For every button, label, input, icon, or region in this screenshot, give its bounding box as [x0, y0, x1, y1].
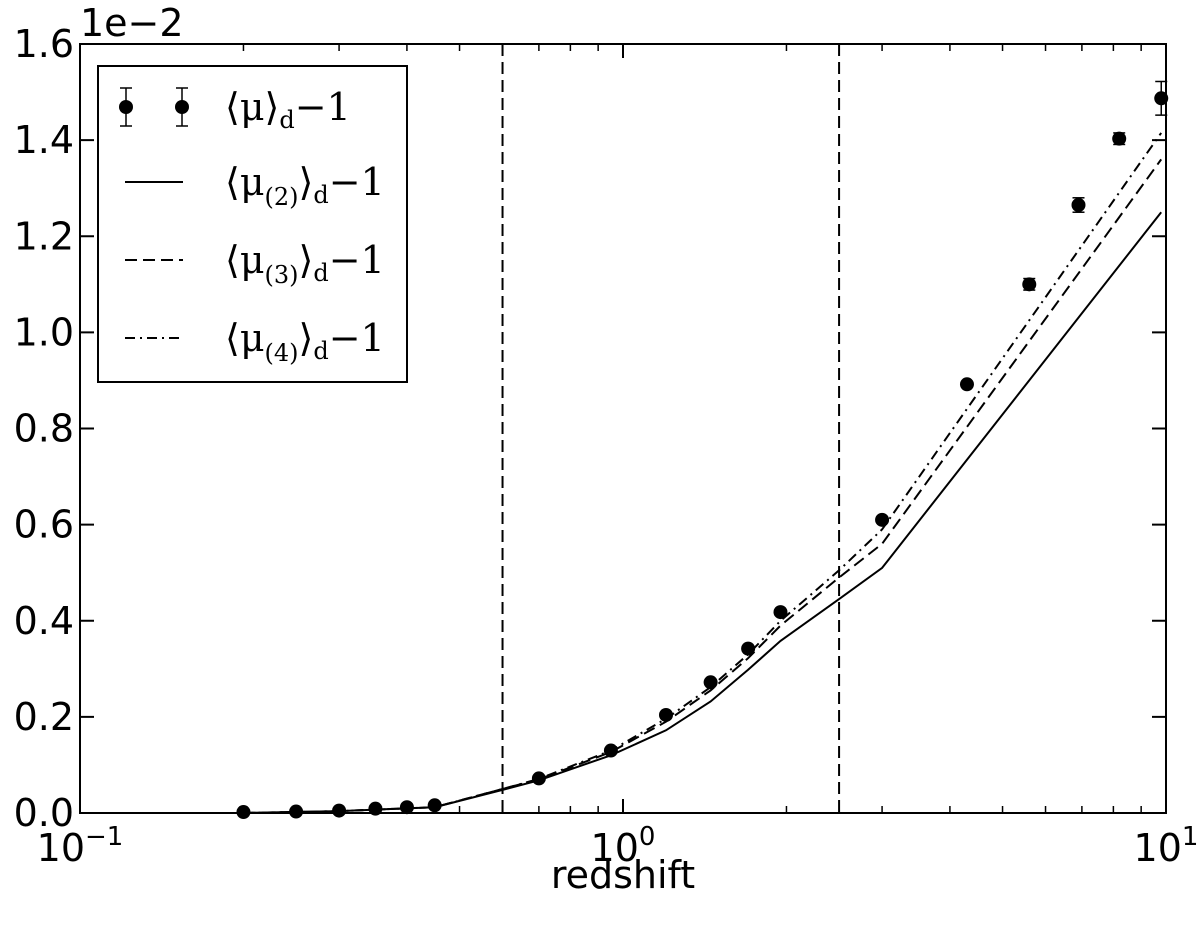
x-tick-label: 100 — [591, 822, 656, 870]
x-axis-label: redshift — [551, 853, 695, 897]
data-point — [1071, 198, 1086, 213]
legend-marker — [119, 100, 133, 114]
data-point — [773, 605, 788, 620]
y-tick-label: 0.2 — [14, 695, 74, 739]
data-point — [1112, 131, 1127, 146]
y-tick-label: 0.8 — [14, 407, 74, 451]
y-tick-label: 1.2 — [14, 214, 74, 258]
x-tick-label-text: 100 — [591, 822, 656, 870]
data-point — [368, 801, 383, 816]
data-point — [658, 707, 673, 722]
x-tick-label-text: 10−1 — [37, 822, 124, 870]
data-point — [289, 804, 304, 819]
y-tick-label: 0.4 — [14, 599, 74, 643]
data-point — [427, 798, 442, 813]
legend-label-points: ⟨μ⟩d−1 — [225, 85, 351, 134]
data-point — [741, 641, 756, 656]
legend: ⟨μ⟩d−1 ⟨μ(2)⟩d−1 ⟨μ(3)⟩d−1 ⟨μ(4)⟩d−1 — [97, 65, 408, 383]
data-point — [1154, 91, 1169, 106]
data-point — [531, 771, 546, 786]
legend-label-3: ⟨μ(3)⟩d−1 — [225, 238, 385, 289]
data-point — [236, 805, 251, 820]
x-tick-label: 10−1 — [37, 822, 124, 870]
y-tick-label: 0.6 — [14, 503, 74, 547]
x-tick-label-text: 101 — [1134, 822, 1199, 870]
data-point — [875, 512, 890, 527]
data-point — [703, 675, 718, 690]
x-tick-label: 101 — [1134, 822, 1199, 870]
y-tick-label: 1.4 — [14, 118, 74, 162]
y-tick-label: 1.6 — [14, 22, 74, 66]
data-point — [399, 800, 414, 815]
data-point — [332, 803, 347, 818]
legend-marker — [175, 100, 189, 114]
y-tick-label: 1.0 — [14, 310, 74, 354]
data-point — [603, 743, 618, 758]
y-offset-label: 1e−2 — [80, 1, 184, 45]
legend-box — [97, 65, 408, 383]
y-tick-label: 0.0 — [14, 791, 74, 835]
legend-label-2: ⟨μ(2)⟩d−1 — [225, 160, 385, 211]
data-point — [959, 377, 974, 392]
data-point — [1022, 277, 1037, 292]
legend-label-4: ⟨μ(4)⟩d−1 — [225, 316, 385, 367]
